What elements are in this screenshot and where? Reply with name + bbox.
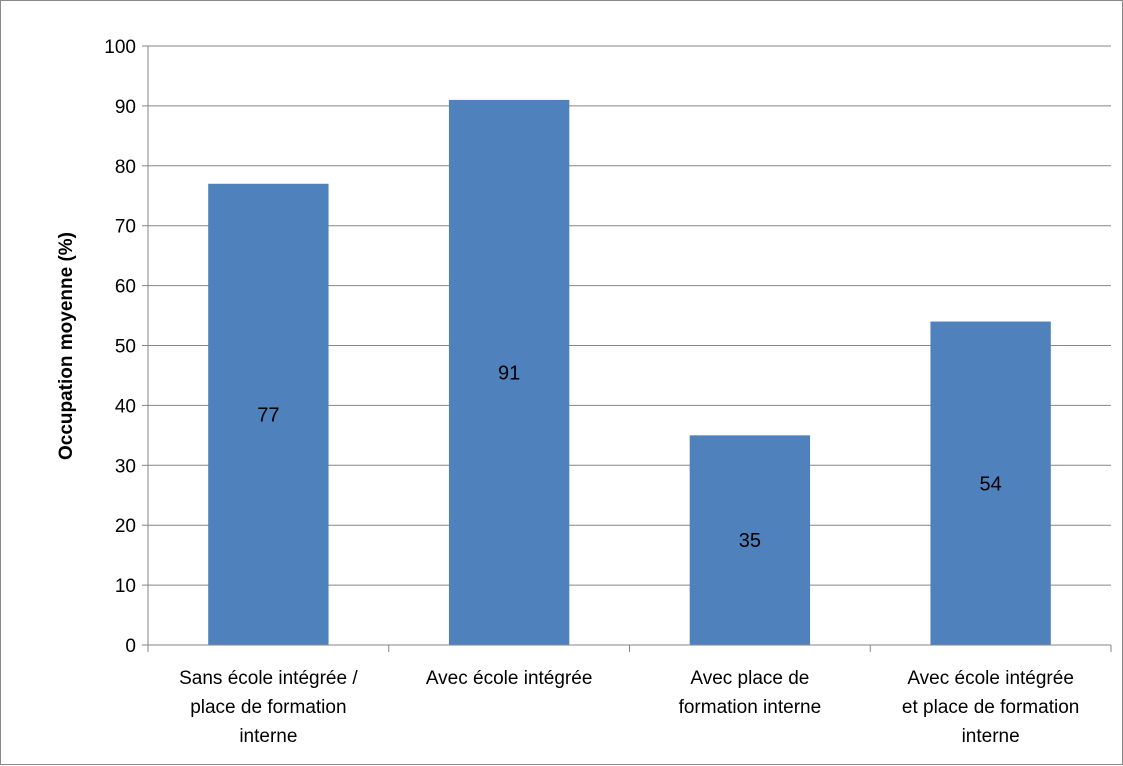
y-axis-title: Occupation moyenne (%) <box>56 232 77 460</box>
x-category-label: Sans école intégrée / place de formation i… <box>179 668 358 747</box>
x-category-label-line: place de formation <box>190 697 346 718</box>
x-category-label-line: Avec école intégrée <box>426 668 593 689</box>
y-tick-label: 80 <box>115 157 136 178</box>
y-tick-label: 100 <box>104 37 136 58</box>
data-label: 35 <box>739 530 761 552</box>
x-category-label-line: interne <box>239 726 297 747</box>
bar <box>208 183 329 645</box>
x-category-label-line: et place de formation <box>902 697 1079 718</box>
y-tick-label: 0 <box>125 636 136 657</box>
data-labels: 77 91 35 54 <box>257 362 1002 552</box>
y-tick-label: 90 <box>115 97 136 118</box>
y-tick-label: 50 <box>115 337 136 358</box>
y-tick-label: 40 <box>115 396 136 417</box>
data-label: 77 <box>257 404 279 426</box>
x-category-label: Avec place de formation interne <box>679 668 822 718</box>
x-category-label-line: Avec école intégrée <box>907 668 1074 689</box>
x-category-label: Avec école intégrée et place de formation… <box>902 668 1079 747</box>
bar <box>689 435 811 645</box>
axes <box>147 46 1112 652</box>
bars <box>208 99 1051 645</box>
bar <box>448 99 570 645</box>
data-label: 54 <box>980 473 1002 495</box>
y-tick-label: 10 <box>115 576 136 597</box>
x-category-labels: Sans école intégrée / place de formation i… <box>179 668 1079 747</box>
y-tick-label: 60 <box>115 277 136 298</box>
y-tick-label: 70 <box>115 217 136 238</box>
data-label: 91 <box>498 362 520 384</box>
x-category-label-line: interne <box>962 726 1020 747</box>
y-tick-labels: 0 10 20 30 40 50 60 70 80 90 100 <box>104 37 136 657</box>
x-category-label-line: Sans école intégrée / <box>179 668 358 689</box>
x-category-label-line: Avec place de <box>690 668 809 689</box>
bar <box>930 321 1051 645</box>
x-category-label: Avec école intégrée <box>426 668 593 689</box>
x-category-label-line: formation interne <box>679 697 822 718</box>
y-tick-label: 30 <box>115 456 136 477</box>
y-tick-label: 20 <box>115 516 136 537</box>
